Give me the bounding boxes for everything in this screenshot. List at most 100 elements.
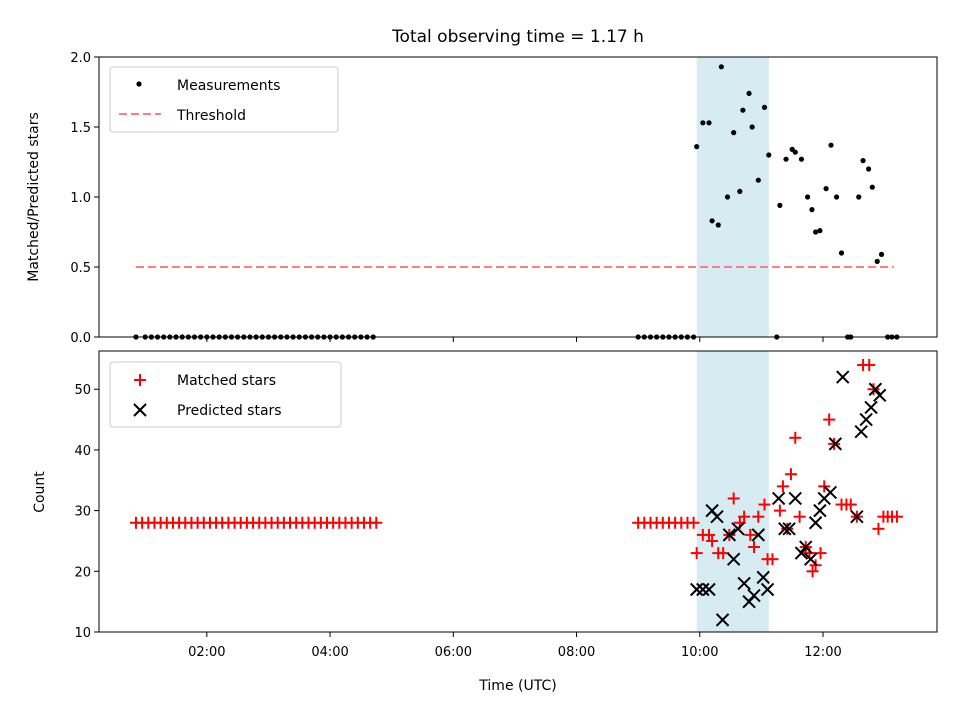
predicted-star-point xyxy=(771,491,786,506)
ratio-y-axis-label: Matched/Predicted stars xyxy=(26,112,42,282)
matched-star-point xyxy=(863,358,876,371)
matched-star-point xyxy=(818,480,831,493)
matched-star-point xyxy=(890,510,903,523)
measurement-point xyxy=(860,158,866,164)
predicted-star-point xyxy=(689,582,704,597)
predicted-star-point xyxy=(868,382,883,396)
matched-star-point xyxy=(872,522,885,535)
predicted-star-point xyxy=(756,570,770,585)
ratio-legend: Measurements Threshold xyxy=(109,66,339,133)
count-y-tick-label: 30 xyxy=(74,505,91,520)
measurement-point xyxy=(874,258,880,264)
predicted-star-point xyxy=(823,485,838,500)
legend-measurements-marker xyxy=(136,81,142,87)
legend-predicted-label: Predicted stars xyxy=(177,403,282,419)
x-axis-label: Time (UTC) xyxy=(478,678,556,694)
predicted-star-point xyxy=(836,370,850,384)
predicted-star-point xyxy=(737,576,751,591)
predicted-star-point xyxy=(864,400,878,415)
matched-star-point xyxy=(781,522,794,535)
matched-star-point xyxy=(370,516,383,529)
ratio-y-tick-label: 1.0 xyxy=(70,191,91,206)
measurement-point xyxy=(755,177,761,183)
measurement-point xyxy=(866,166,872,172)
matched-star-point xyxy=(744,528,757,541)
predicted-star-point xyxy=(747,588,761,603)
predicted-star-point xyxy=(828,437,843,451)
count-y-tick-label: 40 xyxy=(74,444,91,459)
chart-title: Total observing time = 1.17 h xyxy=(391,27,644,47)
measurement-point xyxy=(766,152,772,158)
ratio-y-tick-label: 2.0 xyxy=(70,51,91,66)
measurement-point xyxy=(783,156,789,162)
matched-star-point xyxy=(844,498,857,511)
matched-star-point xyxy=(867,383,880,396)
measurement-point xyxy=(740,107,746,113)
measurement-point xyxy=(805,194,811,200)
matched-star-point xyxy=(690,547,703,560)
ratio-y-ticks: 0.0 0.5 1.0 1.5 2.0 xyxy=(70,51,99,346)
measurement-point xyxy=(792,149,798,155)
matched-star-point xyxy=(789,431,802,444)
legend-matched-label: Matched stars xyxy=(177,373,276,389)
measurement-point xyxy=(823,186,829,192)
ratio-legend-box xyxy=(109,66,339,133)
predicted-star-point xyxy=(722,528,737,542)
matched-star-point xyxy=(806,565,819,578)
measurement-point xyxy=(869,184,875,190)
matched-star-point xyxy=(752,510,765,523)
x-tick-label: 04:00 xyxy=(311,645,348,660)
matched-star-point xyxy=(773,504,786,517)
legend-predicted-marker xyxy=(133,403,147,417)
predicted-star-point xyxy=(859,412,873,427)
measurement-point xyxy=(694,144,700,150)
measurement-point xyxy=(777,202,783,208)
measurement-point xyxy=(809,207,815,213)
ratio-y-tick-label: 0.5 xyxy=(70,261,91,276)
count-legend: Matched stars Predicted stars xyxy=(109,361,342,428)
measurement-point xyxy=(798,156,805,162)
matched-star-point xyxy=(823,413,836,426)
measurement-point xyxy=(878,251,885,257)
measurement-point xyxy=(833,194,840,200)
count-y-ticks: 10 20 30 40 50 xyxy=(74,383,99,641)
matched-star-point xyxy=(738,510,751,523)
matched-star-point xyxy=(793,510,806,523)
matched-star-point xyxy=(758,498,771,511)
count-y-axis-label: Count xyxy=(32,471,48,513)
measurement-point xyxy=(856,194,862,200)
count-highlight-span xyxy=(696,351,769,632)
predicted-star-point xyxy=(731,522,745,536)
predicted-star-point xyxy=(803,552,818,566)
count-marks xyxy=(129,358,903,627)
predicted-star-point xyxy=(778,522,792,536)
measurement-point xyxy=(813,229,819,235)
measurement-point xyxy=(838,250,845,256)
measurement-point xyxy=(817,228,823,234)
measurement-point xyxy=(746,90,752,96)
ratio-highlight-span xyxy=(696,57,769,337)
count-y-tick-label: 20 xyxy=(74,565,91,580)
count-y-tick-label: 50 xyxy=(74,383,91,398)
count-legend-box xyxy=(109,361,342,428)
matched-star-point xyxy=(706,534,719,547)
predicted-star-point xyxy=(715,613,730,627)
measurement-point xyxy=(724,194,731,200)
matched-star-point xyxy=(703,528,716,541)
predicted-star-point xyxy=(808,516,823,530)
predicted-star-point xyxy=(799,540,813,554)
predicted-star-point xyxy=(794,546,809,560)
measurement-point xyxy=(700,120,706,126)
measurement-point xyxy=(761,104,768,110)
matched-star-point xyxy=(784,468,797,481)
legend-measurements-label: Measurements xyxy=(177,78,280,94)
ratio-panel: 0.00.51.01.52.0 Matched/Predicted stars … xyxy=(26,51,938,346)
measurement-point xyxy=(715,222,721,228)
predicted-star-point xyxy=(751,528,766,542)
matched-star-point xyxy=(776,480,789,493)
matched-star-point xyxy=(766,553,779,566)
predicted-star-point xyxy=(788,491,802,506)
count-plot-frame xyxy=(98,350,938,633)
x-tick-label: 08:00 xyxy=(558,645,595,660)
